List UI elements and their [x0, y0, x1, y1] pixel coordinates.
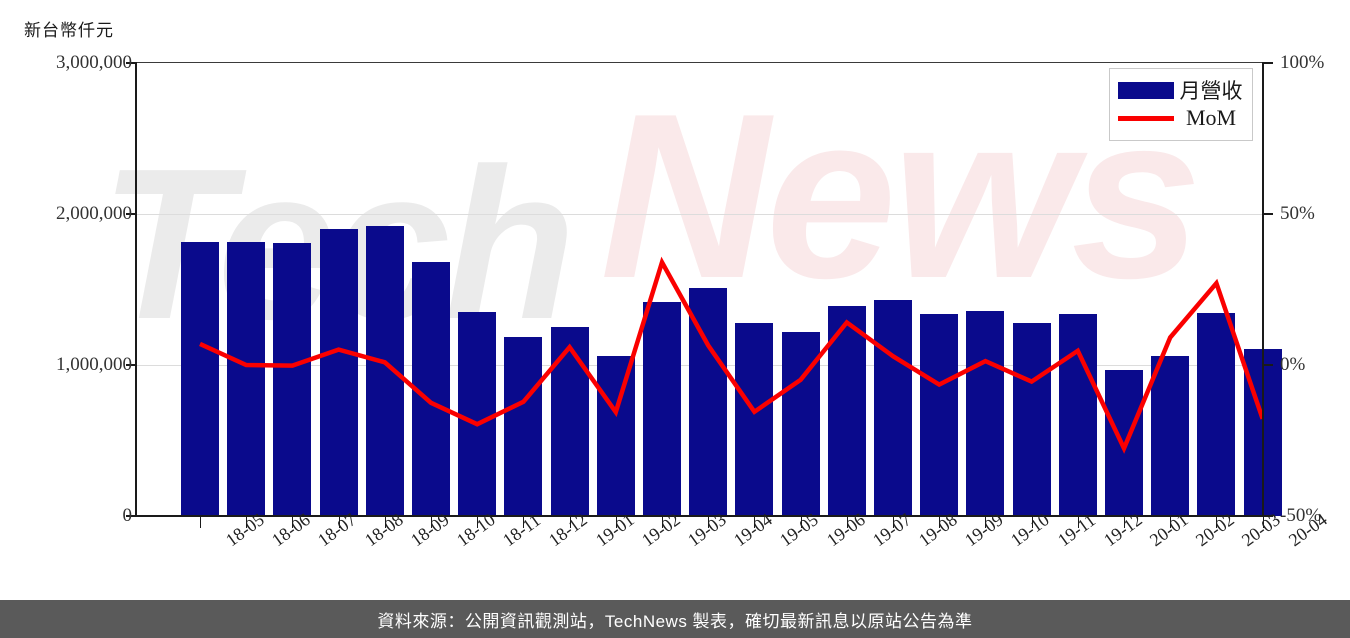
x-axis-tick: [939, 517, 941, 528]
bar-19-02[interactable]: [596, 355, 635, 516]
x-axis-tick: [338, 517, 340, 528]
bar-19-03[interactable]: [643, 301, 681, 516]
x-axis-tick: [893, 517, 894, 528]
x-axis-tick: [1124, 517, 1125, 528]
x-axis-tick: [662, 517, 663, 528]
y-axis-right-label: 100%: [1280, 52, 1325, 73]
x-axis-tick: [431, 517, 432, 528]
bar-18-11[interactable]: [458, 312, 497, 516]
y-axis-right-tick: [1264, 515, 1273, 517]
axis-bottom: [135, 515, 1264, 517]
x-axis-tick: [615, 517, 617, 528]
y-axis-left-tick: [126, 364, 135, 366]
y-axis-right-tick: [1264, 213, 1273, 215]
x-axis-tick: [292, 517, 294, 528]
y-axis-left-tick: [126, 213, 135, 215]
x-axis-tick: [523, 517, 525, 528]
legend-label-mom: MoM: [1185, 105, 1237, 130]
x-axis-tick: [800, 517, 802, 528]
legend-label-revenue: 月營收: [1179, 80, 1243, 103]
y-axis-left-label: 1,000,000: [56, 354, 132, 375]
chart-legend: 月營收 MoM: [1109, 68, 1253, 141]
bar-18-12[interactable]: [504, 337, 543, 516]
x-axis-tick: [708, 517, 710, 528]
plot-area: [136, 63, 1282, 516]
x-axis-tick: [1262, 517, 1264, 528]
axis-right: [1262, 62, 1264, 517]
x-axis-tick: [985, 517, 987, 528]
footer-source-note: 資料來源：公開資訊觀測站，TechNews 製表，確切最新訊息以原站公告為準: [0, 600, 1350, 638]
x-axis-tick: [200, 517, 201, 528]
bar-19-09[interactable]: [920, 314, 959, 516]
y-axis-right-label: 50%: [1280, 203, 1315, 224]
x-axis-tick: [754, 517, 756, 528]
y-axis-right-tick: [1264, 364, 1273, 366]
axis-top: [135, 62, 1264, 63]
legend-bar-swatch-icon: [1118, 81, 1174, 99]
x-axis-tick: [477, 517, 479, 528]
bar-19-05[interactable]: [735, 323, 774, 516]
bar-19-11[interactable]: [1012, 322, 1051, 516]
bar-18-06[interactable]: [227, 242, 266, 516]
y-axis-left-label: 3,000,000: [56, 52, 132, 73]
x-axis-tick: [1216, 517, 1218, 528]
x-axis-tick: [569, 517, 571, 528]
bar-19-08[interactable]: [874, 300, 912, 516]
bar-20-03[interactable]: [1197, 312, 1236, 516]
footer-text: 資料來源：公開資訊觀測站，TechNews 製表，確切最新訊息以原站公告為準: [377, 611, 973, 631]
legend-item-revenue[interactable]: 月營收: [1118, 76, 1244, 104]
y-axis-unit-label: 新台幣仟元: [24, 21, 114, 40]
y-axis-right-label: 0%: [1280, 354, 1306, 375]
y-axis-right-label: -50%: [1280, 505, 1322, 526]
y-axis-left-tick: [126, 515, 135, 517]
x-axis-tick: [1077, 517, 1079, 528]
bar-20-02[interactable]: [1151, 356, 1190, 516]
legend-line-swatch-icon: [1118, 115, 1174, 121]
bar-19-12[interactable]: [1058, 313, 1097, 516]
y-axis-left-tick: [126, 62, 135, 64]
bar-19-01[interactable]: [550, 326, 589, 516]
x-axis-tick: [1031, 517, 1033, 528]
legend-item-mom[interactable]: MoM: [1118, 104, 1244, 132]
y-axis-right-tick: [1264, 62, 1273, 64]
x-axis-tick: [846, 517, 848, 528]
y-axis-left-label: 2,000,000: [56, 203, 132, 224]
x-axis-tick: [1170, 517, 1172, 528]
bar-19-10[interactable]: [966, 311, 1005, 516]
x-axis-tick: [246, 517, 248, 528]
x-axis-tick: [384, 517, 386, 528]
mom-line-series: [199, 256, 1262, 454]
bar-18-08[interactable]: [319, 228, 358, 516]
bar-18-07[interactable]: [273, 242, 312, 516]
axis-left: [135, 62, 137, 517]
bar-18-05[interactable]: [181, 241, 219, 516]
y-axis-left-label: 0: [122, 505, 133, 526]
gridline: [136, 214, 1262, 215]
mom-line-path: [199, 256, 1262, 454]
